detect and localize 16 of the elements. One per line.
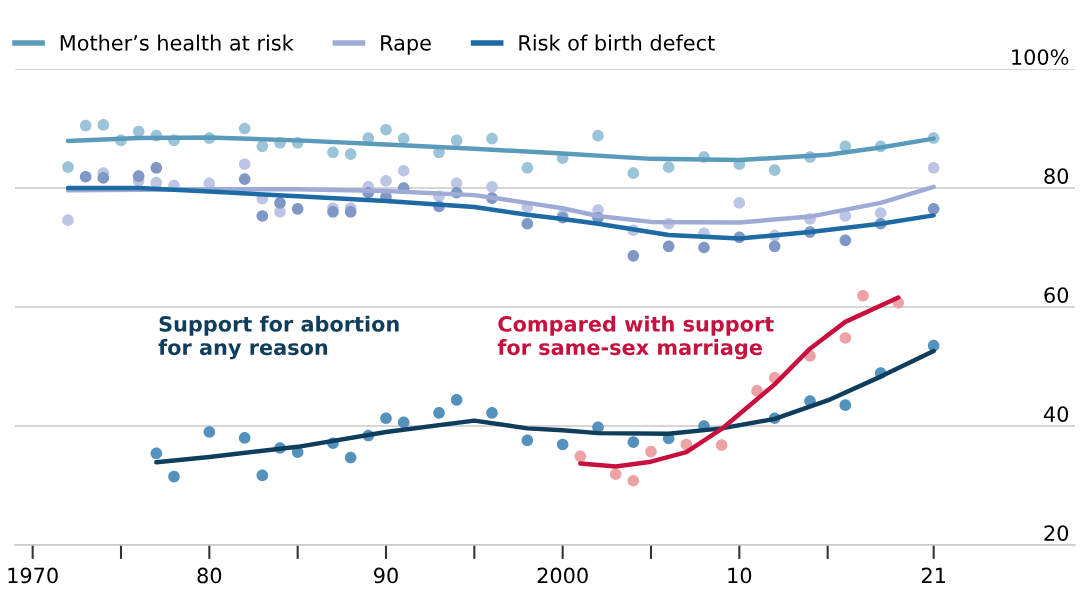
legend-label: Risk of birth defect	[519, 34, 715, 51]
legend-label: Rape	[381, 35, 431, 55]
y-tick-label: 40	[1043, 406, 1069, 422]
x-tick-label: 2000	[537, 567, 588, 584]
x-tick-label: 10	[728, 567, 752, 584]
x-tick-label: 90	[374, 567, 398, 584]
y-tick-label: 100%	[1012, 49, 1069, 65]
x-tick-label: 21	[921, 567, 945, 584]
x-tick-label: 1970	[8, 567, 58, 584]
y-tick-label: 20	[1044, 525, 1069, 541]
legend-label: Mother’s health at risk	[60, 34, 294, 51]
x-tick-label: 80	[197, 567, 222, 584]
y-tick-label: 80	[1044, 168, 1069, 184]
annotation: Compared with support for same-sex marriage	[497, 315, 774, 360]
annotation: Support for abortion for any reason	[158, 315, 399, 360]
y-tick-label: 60	[1044, 287, 1069, 303]
